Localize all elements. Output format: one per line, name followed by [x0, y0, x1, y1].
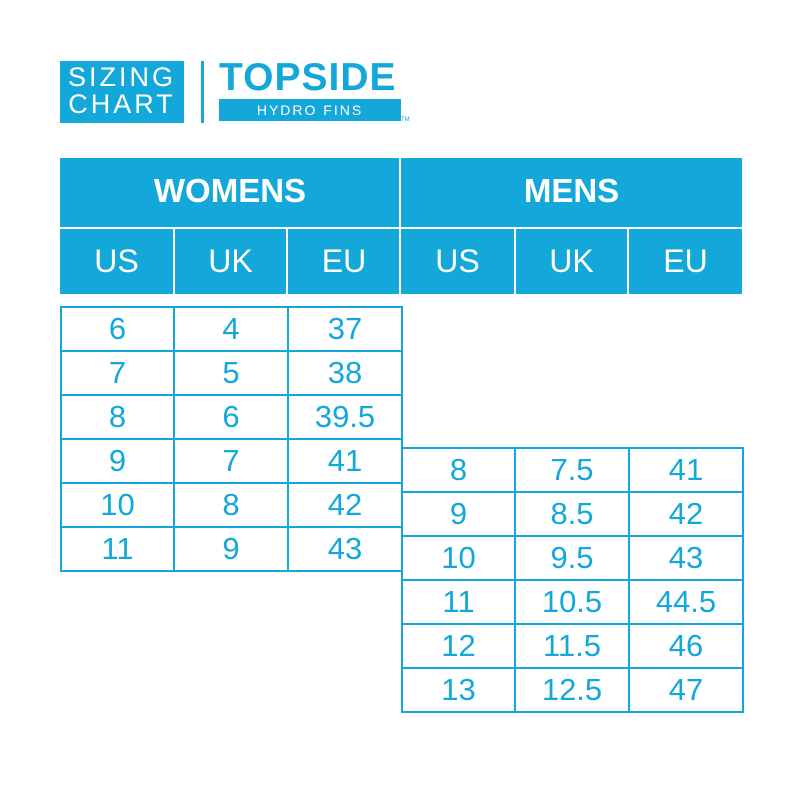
mens-col-eu: EU — [663, 243, 708, 279]
brand-subtitle: HYDRO FINS — [219, 99, 401, 121]
mens-eu-cell: 41 — [628, 447, 744, 493]
table-row: 6 4 37 — [60, 306, 403, 352]
womens-col-separator — [173, 229, 175, 294]
womens-eu-cell: 37 — [287, 306, 403, 352]
womens-us-cell: 7 — [60, 350, 175, 396]
mens-uk-cell: 8.5 — [514, 491, 630, 537]
table-row: 12 11.5 46 — [401, 623, 744, 669]
logo-divider — [201, 61, 204, 123]
mens-us-cell: 10 — [401, 535, 516, 581]
womens-header: WOMENS US UK EU — [60, 158, 400, 294]
table-row: 13 12.5 47 — [401, 667, 744, 713]
table-row: 7 5 38 — [60, 350, 403, 396]
womens-uk-cell: 8 — [173, 482, 289, 528]
mens-us-cell: 11 — [401, 579, 516, 625]
womens-uk-cell: 6 — [173, 394, 289, 440]
mens-eu-cell: 44.5 — [628, 579, 744, 625]
mens-eu-cell: 47 — [628, 667, 744, 713]
womens-col-us: US — [94, 243, 139, 279]
mens-col-us: US — [435, 243, 480, 279]
sizing-chart-badge: SIZING CHART — [60, 61, 184, 123]
mens-col-uk: UK — [549, 243, 594, 279]
mens-us-cell: 8 — [401, 447, 516, 493]
table-row: 10 9.5 43 — [401, 535, 744, 581]
table-row: 9 8.5 42 — [401, 491, 744, 537]
table-row: 8 6 39.5 — [60, 394, 403, 440]
table-row: 11 10.5 44.5 — [401, 579, 744, 625]
womens-col-uk: UK — [208, 243, 253, 279]
mens-title: MENS — [523, 172, 620, 209]
womens-size-table: 6 4 37 7 5 38 8 6 39.5 9 7 41 10 8 42 11… — [60, 306, 403, 572]
womens-us-cell: 9 — [60, 438, 175, 484]
mens-col-separator — [627, 229, 629, 294]
badge-line-1: SIZING — [67, 62, 176, 92]
header-separator — [399, 158, 401, 294]
mens-us-cell: 13 — [401, 667, 516, 713]
womens-title: WOMENS — [153, 172, 307, 209]
table-row: 8 7.5 41 — [401, 447, 744, 493]
mens-us-cell: 12 — [401, 623, 516, 669]
badge-line-2: CHART — [68, 89, 176, 119]
mens-header: MENS US UK EU — [401, 158, 742, 294]
womens-eu-cell: 39.5 — [287, 394, 403, 440]
mens-uk-cell: 11.5 — [514, 623, 630, 669]
womens-us-cell: 6 — [60, 306, 175, 352]
mens-header-divider — [401, 227, 742, 229]
mens-uk-cell: 7.5 — [514, 447, 630, 493]
womens-uk-cell: 9 — [173, 526, 289, 572]
womens-eu-cell: 42 — [287, 482, 403, 528]
brand-name: TOPSIDE — [219, 56, 397, 99]
mens-col-separator — [514, 229, 516, 294]
mens-uk-cell: 9.5 — [514, 535, 630, 581]
trademark-mark: TM — [401, 117, 410, 123]
mens-eu-cell: 42 — [628, 491, 744, 537]
mens-uk-cell: 10.5 — [514, 579, 630, 625]
table-row: 9 7 41 — [60, 438, 403, 484]
womens-eu-cell: 43 — [287, 526, 403, 572]
womens-uk-cell: 7 — [173, 438, 289, 484]
table-row: 11 9 43 — [60, 526, 403, 572]
womens-us-cell: 8 — [60, 394, 175, 440]
womens-uk-cell: 4 — [173, 306, 289, 352]
womens-header-divider — [60, 227, 400, 229]
womens-col-separator — [286, 229, 288, 294]
womens-uk-cell: 5 — [173, 350, 289, 396]
womens-eu-cell: 38 — [287, 350, 403, 396]
womens-col-eu: EU — [321, 243, 367, 279]
table-row: 10 8 42 — [60, 482, 403, 528]
mens-size-table: 8 7.5 41 9 8.5 42 10 9.5 43 11 10.5 44.5… — [401, 447, 744, 713]
womens-us-cell: 10 — [60, 482, 175, 528]
mens-uk-cell: 12.5 — [514, 667, 630, 713]
mens-eu-cell: 46 — [628, 623, 744, 669]
womens-eu-cell: 41 — [287, 438, 403, 484]
mens-eu-cell: 43 — [628, 535, 744, 581]
womens-us-cell: 11 — [60, 526, 175, 572]
mens-us-cell: 9 — [401, 491, 516, 537]
